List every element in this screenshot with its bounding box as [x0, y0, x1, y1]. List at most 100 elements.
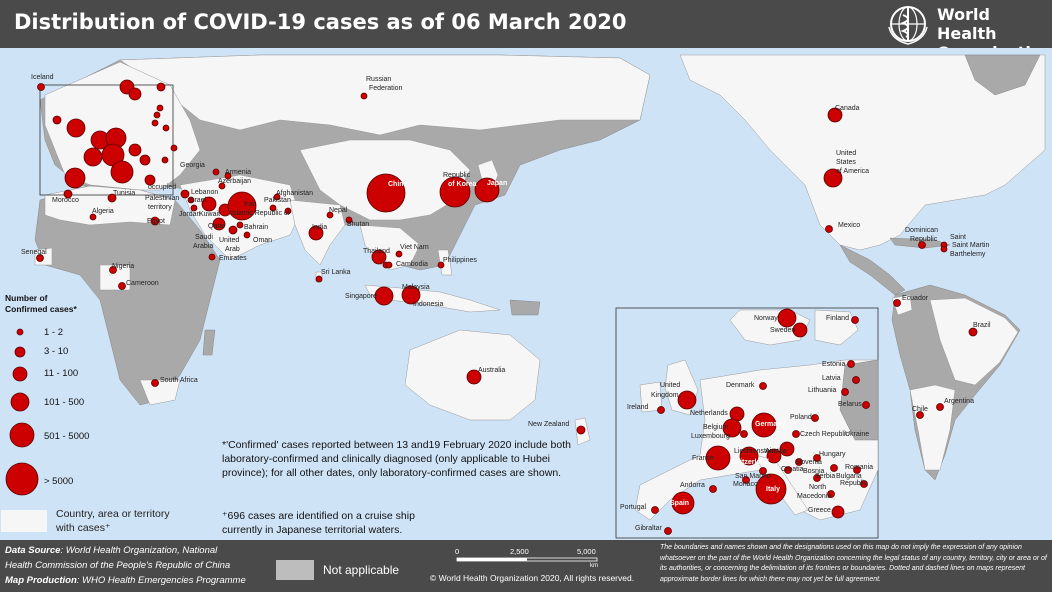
label-luxembourg: Luxembourg	[691, 433, 730, 440]
case-bubble	[759, 467, 767, 475]
land-madagascar	[202, 329, 216, 356]
legend-bubble-3-10	[14, 346, 26, 358]
label-gibraltar: Gibraltar	[635, 525, 662, 532]
label-occupied: occupied	[148, 184, 177, 191]
legend-label-101-500: 101 - 500	[44, 397, 85, 408]
label-nigeria: Nigeria	[112, 263, 135, 270]
case-bubble	[853, 466, 861, 474]
map-production-text: : WHO Health Emergencies Programme	[76, 575, 246, 586]
legend-title-line1: Number of	[5, 293, 48, 303]
label-pakistan: Pakistan	[264, 197, 291, 204]
label-netherlands: Netherlands	[690, 410, 728, 417]
label-brazil: Brazil	[973, 322, 991, 329]
label-saudi: Saudi	[195, 234, 213, 241]
label-uk-2: Kingdom	[651, 392, 679, 399]
case-bubble	[156, 82, 166, 92]
case-bubble	[156, 104, 164, 112]
case-bubble	[326, 211, 334, 219]
case-bubble	[893, 299, 901, 307]
case-bubble	[827, 107, 843, 123]
case-bubble	[151, 379, 159, 387]
label-australia: Australia	[478, 367, 506, 374]
label-sweden: Sweden	[770, 327, 796, 334]
case-bubble	[107, 193, 117, 203]
legend-bubble-501-5000	[9, 422, 35, 448]
label-afghanistan: Afghanistan	[276, 190, 313, 197]
land-brazil	[929, 297, 1019, 386]
case-bubble	[813, 474, 821, 482]
case-bubble	[936, 403, 944, 411]
scale-bar: 0 2,500 5,000 km	[455, 547, 598, 568]
case-bubble	[827, 490, 835, 498]
map-title: Distribution of COVID-19 cases as of 06 …	[14, 10, 627, 34]
case-bubble	[37, 83, 45, 91]
case-bubble	[847, 360, 855, 368]
case-bubble	[243, 231, 251, 239]
case-bubble	[813, 454, 821, 462]
label-ireland: Ireland	[627, 404, 649, 411]
label-israel: Israel	[189, 197, 207, 204]
label-chile: Chile	[912, 406, 928, 413]
scale-label-5000: 5,000	[577, 547, 596, 556]
label-ecuador: Ecuador	[902, 295, 929, 302]
case-bubble	[190, 204, 198, 212]
header-bar: Distribution of COVID-19 cases as of 06 …	[0, 0, 1052, 62]
label-usa-2: States	[836, 159, 856, 166]
label-italy: Italy	[766, 486, 781, 493]
label-latvia: Latvia	[822, 375, 841, 382]
case-bubble	[150, 216, 160, 226]
label-macedonia-1: North	[809, 484, 827, 491]
land-north-america	[679, 54, 1046, 251]
case-bubble	[576, 425, 586, 435]
legend-label-501-5000: 501 - 5000	[44, 431, 90, 442]
label-lithuania: Lithuania	[808, 387, 837, 394]
not-applicable-swatch	[276, 560, 314, 580]
label-poland: Poland	[790, 414, 812, 421]
label-japan: Japan	[487, 180, 508, 187]
label-georgia: Georgia	[180, 162, 205, 169]
label-norway: Norway	[754, 315, 778, 322]
legend-label-1-2: 1 - 2	[44, 327, 64, 338]
label-germany: Germany	[755, 421, 786, 428]
case-bubble	[792, 430, 800, 438]
case-bubble	[151, 119, 159, 127]
label-jordan: Jordan	[179, 211, 201, 218]
label-romania: Romania	[845, 464, 874, 471]
label-usa-3: of America	[836, 168, 870, 175]
case-bubble	[841, 388, 849, 396]
case-bubble	[825, 225, 833, 233]
case-bubble	[371, 249, 387, 265]
label-algeria: Algeria	[92, 208, 114, 215]
world-map-svg	[0, 48, 1052, 540]
label-malaysia: Malaysia	[402, 284, 430, 291]
land-greenland	[964, 54, 1041, 96]
case-bubble	[110, 160, 134, 184]
label-portugal: Portugal	[620, 504, 647, 511]
legend-bubble-11-100	[12, 366, 28, 382]
case-bubble	[395, 250, 403, 258]
case-bubble	[63, 189, 73, 199]
label-dominican-2: Republic	[910, 236, 938, 243]
case-bubble	[709, 485, 717, 493]
legend-bubble-101-500	[10, 392, 30, 412]
case-bubble	[474, 177, 500, 203]
cruise-ship-note: ⁺696 cases are identified on a cruise sh…	[222, 510, 415, 536]
label-cameroon: Cameroon	[126, 280, 159, 287]
case-bubble	[401, 285, 421, 305]
not-applicable-label: Not applicable	[323, 563, 400, 577]
land-north-africa	[44, 185, 176, 226]
case-bubble	[860, 480, 868, 488]
label-finland: Finland	[826, 315, 849, 322]
label-slovenia: Slovenia	[795, 459, 822, 466]
label-palestinian: Palestinian	[145, 195, 180, 202]
case-bubble	[439, 176, 471, 208]
case-bubble	[811, 414, 819, 422]
case-bubble	[759, 382, 767, 390]
confirmed-cases-note: *'Confirmed' cases reported between 13 a…	[222, 439, 571, 479]
label-uae-3: Emirates	[219, 255, 247, 262]
label-saint-martin: Saint Martin	[952, 242, 990, 249]
label-uk-1: United	[660, 382, 681, 389]
label-iceland: Iceland	[31, 74, 54, 81]
label-san-marino: San Marino	[735, 473, 771, 480]
case-bubble	[212, 217, 226, 231]
